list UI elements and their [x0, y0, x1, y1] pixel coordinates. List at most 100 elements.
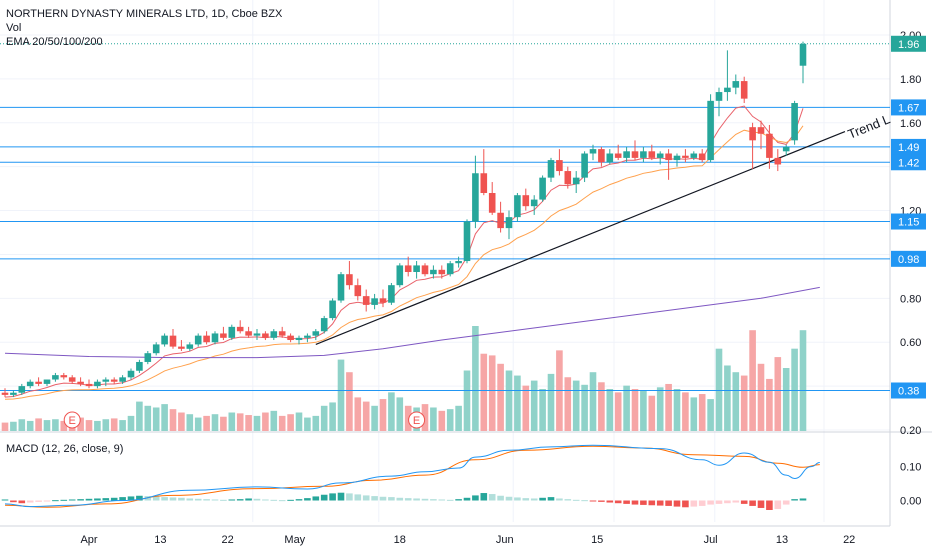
macd-histogram-bar: [488, 494, 496, 501]
candle-body: [455, 261, 462, 264]
volume-bar: [623, 385, 630, 431]
candle-body: [127, 370, 135, 378]
level-price-tag[interactable]: [891, 138, 926, 155]
level-price-label: 1.42: [898, 157, 919, 169]
volume-bar: [35, 418, 42, 431]
candle-body: [480, 173, 488, 193]
ema-legend: EMA 20/50/100/200: [6, 36, 103, 48]
candle-body: [715, 92, 723, 101]
candle-body: [329, 300, 336, 319]
level-price-tag[interactable]: [891, 213, 926, 230]
trend-line-group[interactable]: Trend L: [315, 111, 893, 345]
macd-histogram-bar: [312, 496, 320, 501]
candle-body: [497, 212, 504, 229]
candle-body: [178, 346, 185, 349]
volume-bar: [77, 417, 84, 431]
candle-body: [488, 193, 496, 213]
candle-body: [211, 333, 219, 343]
volume-bar: [505, 370, 513, 431]
macd-histogram-bar: [522, 498, 530, 501]
macd-histogram-bar: [228, 499, 236, 501]
volume-bar: [648, 395, 656, 431]
macd-histogram-bar: [463, 497, 471, 501]
volume-bar: [161, 404, 168, 431]
candle-body: [589, 149, 597, 154]
candle-body: [581, 153, 588, 178]
macd-histogram-bar: [514, 497, 521, 501]
candle-body: [110, 379, 118, 382]
macd-histogram-bar: [698, 500, 706, 506]
candle-body: [631, 151, 639, 158]
macd-histogram-bar: [245, 498, 252, 501]
trend-line[interactable]: [315, 130, 846, 345]
macd-histogram-bar: [262, 499, 269, 501]
macd-histogram-bar: [52, 500, 59, 502]
volume-bar: [581, 384, 588, 431]
macd-histogram-bar: [547, 497, 555, 501]
candle-body: [85, 383, 93, 387]
volume-bar: [262, 412, 269, 431]
candle-body: [774, 157, 782, 165]
macd-histogram-bar: [186, 498, 194, 501]
macd-histogram-bar: [564, 499, 572, 501]
candle-body: [547, 160, 555, 178]
macd-histogram-bar: [530, 498, 538, 501]
macd-tick-label: 0.00: [900, 496, 921, 508]
macd-histogram-bar: [799, 498, 807, 501]
macd-histogram-bar: [77, 499, 84, 501]
volume-bar: [43, 420, 51, 431]
price-axis[interactable]: 2.001.801.601.200.800.600.201.671.491.42…: [891, 30, 926, 508]
level-price-tag[interactable]: [891, 382, 926, 399]
macd-histogram-bar: [304, 498, 311, 501]
candle-body: [463, 221, 471, 262]
volume-bar: [631, 389, 639, 431]
volume-bar: [194, 417, 202, 431]
volume-bar: [698, 394, 706, 431]
macd-histogram-bar: [472, 495, 479, 501]
volume-bar: [430, 407, 437, 431]
volume-bar: [715, 348, 723, 431]
level-price-tag[interactable]: [891, 99, 926, 116]
candle-body: [371, 298, 378, 305]
macd-histogram-bar: [505, 496, 513, 501]
last-price-tag[interactable]: [891, 35, 926, 52]
candle-body: [505, 217, 513, 229]
candle-body: [388, 285, 395, 303]
candle-body: [732, 81, 740, 88]
level-price-label: 1.49: [898, 142, 919, 154]
volume-bar: [774, 357, 782, 431]
volume-bar: [102, 419, 110, 431]
earnings-marker[interactable]: [408, 411, 426, 429]
time-axis[interactable]: Apr 13 22 May 18 Jun 15 Jul 13 22: [80, 534, 855, 546]
price-tick-label: 0.60: [900, 337, 921, 349]
candle-body: [287, 335, 294, 341]
volume-bar: [472, 326, 479, 431]
candle-body: [690, 153, 698, 158]
level-price-tag[interactable]: [891, 250, 926, 267]
volume-bar: [346, 372, 353, 431]
volume-bar: [488, 355, 496, 431]
level-price-tag[interactable]: [891, 154, 926, 171]
candle-body: [640, 151, 647, 158]
time-tick-label: 15: [591, 534, 603, 546]
candle-body: [26, 381, 34, 387]
candle-body: [136, 361, 143, 371]
candle-body: [203, 335, 210, 343]
volume-bar: [690, 397, 698, 431]
candle-body: [346, 274, 353, 286]
trend-line-label[interactable]: Trend L: [846, 111, 893, 141]
macd-histogram-bar: [656, 500, 664, 506]
volume-bar: [337, 359, 345, 431]
earnings-marker[interactable]: [63, 411, 81, 429]
ema-lines: [4, 105, 820, 400]
macd-histogram-bar: [35, 500, 42, 502]
volume-bar: [404, 405, 412, 431]
macd-histogram-bar: [690, 500, 698, 507]
macd-panel: [1, 444, 820, 510]
macd-histogram-bar: [362, 495, 370, 501]
macd-histogram-bar: [446, 499, 454, 501]
macd-histogram-bar: [724, 500, 731, 504]
candle-body: [186, 344, 194, 349]
